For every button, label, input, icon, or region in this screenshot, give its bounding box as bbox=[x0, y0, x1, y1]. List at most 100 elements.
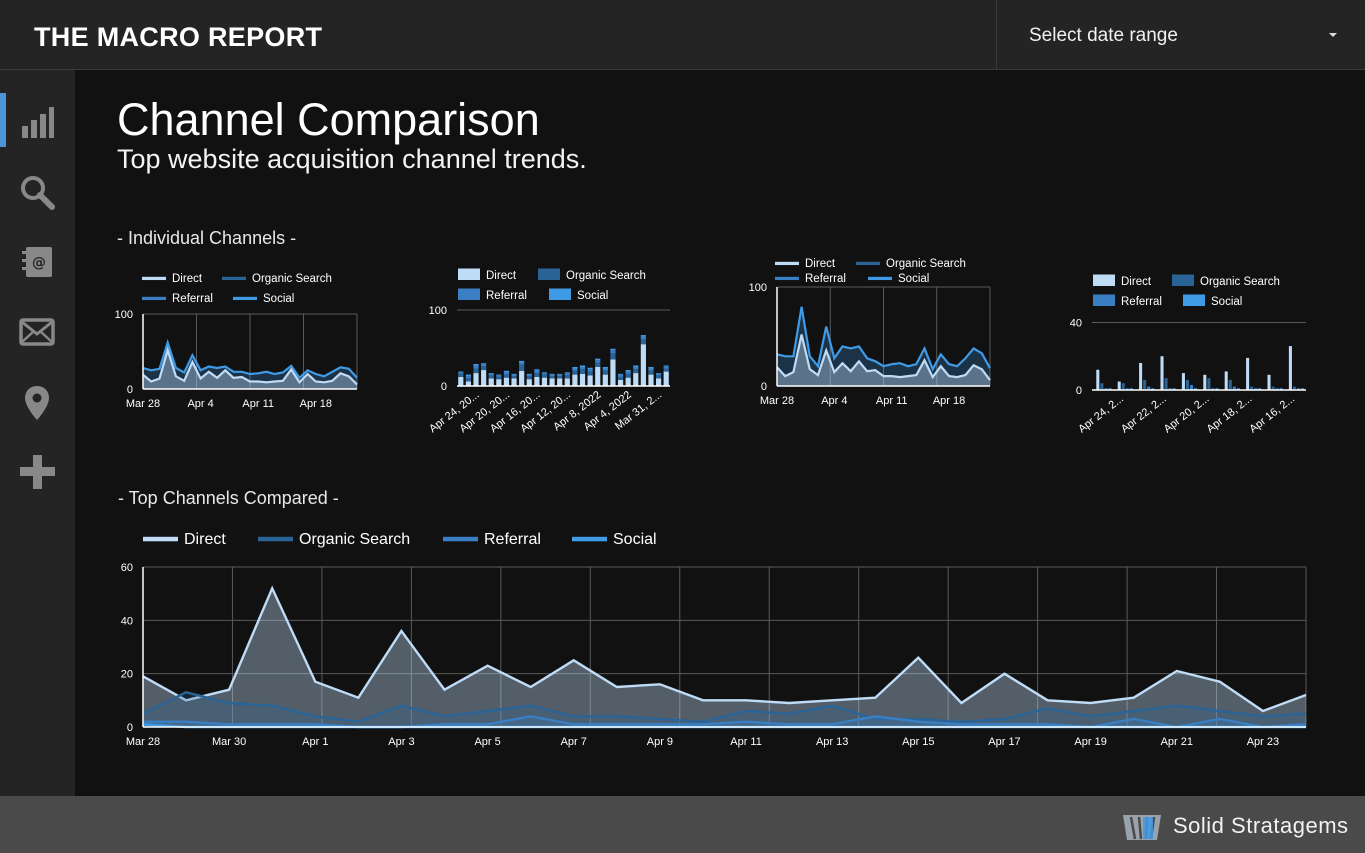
date-range-select[interactable]: Select date range bbox=[996, 0, 1365, 70]
bar-segment bbox=[572, 370, 578, 375]
bar-segment bbox=[617, 379, 624, 386]
bar-segment bbox=[564, 378, 570, 386]
bar-segment bbox=[473, 368, 479, 374]
sidebar-item-mail[interactable] bbox=[0, 303, 75, 359]
bar-segment bbox=[511, 373, 517, 375]
bar-segment bbox=[541, 374, 548, 378]
bar bbox=[1143, 379, 1147, 390]
legend-label: Referral bbox=[172, 293, 213, 305]
bar bbox=[1215, 388, 1219, 390]
svg-text:@: @ bbox=[32, 255, 46, 271]
bar-segment bbox=[579, 367, 586, 370]
bar-segment bbox=[458, 372, 464, 374]
series-line bbox=[143, 715, 1307, 729]
bar bbox=[1125, 388, 1129, 390]
x-tick-label: Apr 15 bbox=[902, 736, 934, 748]
y-tick-label: 0 bbox=[761, 381, 767, 393]
sidebar-item-add[interactable] bbox=[0, 443, 75, 499]
y-tick-label: 100 bbox=[115, 309, 133, 321]
legend-label: Organic Search bbox=[252, 273, 332, 285]
legend-swatch bbox=[538, 268, 560, 280]
bar-segment bbox=[640, 339, 646, 345]
bar bbox=[1194, 388, 1198, 390]
bar-segment bbox=[503, 372, 510, 375]
logo-text: Solid Stratagems bbox=[1173, 813, 1349, 838]
legend-swatch bbox=[775, 261, 799, 266]
bar bbox=[1279, 388, 1283, 390]
bar-segment bbox=[633, 367, 639, 370]
legend-label: Social bbox=[613, 531, 657, 548]
bar-segment bbox=[549, 373, 555, 375]
legend-label: Social bbox=[898, 273, 929, 285]
legend-label: Social bbox=[577, 290, 608, 302]
bar-segment bbox=[519, 370, 525, 386]
legend-label: Organic Search bbox=[886, 258, 966, 270]
sidebar-item-overview[interactable] bbox=[0, 93, 75, 149]
bar-segment bbox=[496, 374, 502, 376]
bar-segment bbox=[488, 378, 494, 386]
bar bbox=[1172, 388, 1176, 390]
search-icon bbox=[21, 176, 55, 210]
bar-segment bbox=[488, 373, 494, 374]
series-area bbox=[143, 588, 1306, 727]
legend-swatch bbox=[1183, 294, 1205, 306]
x-tick-label: Apr 16, 2... bbox=[1247, 393, 1297, 436]
bar-segment bbox=[534, 370, 540, 374]
section-top-channels-compared: - Top Channels Compared - bbox=[118, 488, 339, 508]
bar-segment bbox=[557, 376, 563, 379]
bar-segment bbox=[633, 369, 639, 374]
page-subtitle: Top website acquisition channel trends. bbox=[117, 144, 587, 174]
bar-segment bbox=[557, 374, 563, 377]
x-tick-label: Apr 7 bbox=[561, 736, 587, 748]
bar bbox=[1117, 381, 1121, 390]
bar-segment bbox=[572, 374, 578, 386]
bar-segment bbox=[633, 365, 639, 367]
x-tick-label: Apr 18, 2... bbox=[1205, 393, 1255, 436]
legend-label: Organic Search bbox=[566, 270, 646, 282]
bar-segment bbox=[602, 370, 608, 375]
location-pin-icon bbox=[25, 386, 49, 420]
legend-swatch bbox=[142, 296, 166, 301]
bar-segment bbox=[617, 373, 624, 375]
bar-segment bbox=[610, 353, 616, 360]
sidebar-item-contacts[interactable]: @ bbox=[0, 233, 75, 289]
y-tick-label: 0 bbox=[1076, 385, 1082, 397]
legend-swatch bbox=[443, 536, 478, 542]
legend-swatch bbox=[142, 276, 166, 281]
legend-label: Organic Search bbox=[299, 531, 410, 548]
bar-segment bbox=[617, 376, 624, 380]
bar-segment bbox=[549, 378, 555, 386]
x-tick-label: Apr 22, 2... bbox=[1119, 393, 1169, 436]
legend-swatch bbox=[233, 296, 257, 301]
series-line bbox=[142, 338, 358, 380]
bar-segment bbox=[564, 373, 570, 376]
bar-segment bbox=[534, 376, 540, 386]
series-line bbox=[142, 346, 358, 386]
brand-title: THE MACRO REPORT bbox=[34, 22, 323, 52]
bar-segment bbox=[640, 336, 646, 340]
legend-swatch bbox=[258, 536, 293, 542]
bar bbox=[1275, 388, 1279, 390]
bar-segment bbox=[503, 370, 510, 373]
bar-segment bbox=[458, 373, 464, 377]
bar-segment bbox=[579, 369, 586, 374]
bar-segment bbox=[496, 375, 502, 377]
bar-segment bbox=[541, 377, 548, 386]
y-tick-label: 40 bbox=[121, 615, 133, 627]
bar-segment bbox=[587, 371, 593, 376]
legend-swatch bbox=[222, 276, 246, 281]
bar-segment bbox=[587, 375, 593, 386]
date-range-label: Select date range bbox=[1029, 25, 1178, 46]
bar bbox=[1236, 388, 1240, 390]
bar-segment bbox=[648, 367, 654, 369]
bar-segment bbox=[625, 373, 631, 378]
x-tick-label: Apr 18 bbox=[933, 395, 965, 407]
bar bbox=[1228, 379, 1232, 390]
sidebar-item-location[interactable] bbox=[0, 373, 75, 429]
bar-segment bbox=[656, 373, 662, 376]
sidebar-item-search[interactable] bbox=[0, 163, 75, 219]
x-tick-label: Mar 30 bbox=[212, 736, 246, 748]
legend-swatch bbox=[143, 536, 178, 542]
legend-swatch bbox=[856, 261, 880, 266]
